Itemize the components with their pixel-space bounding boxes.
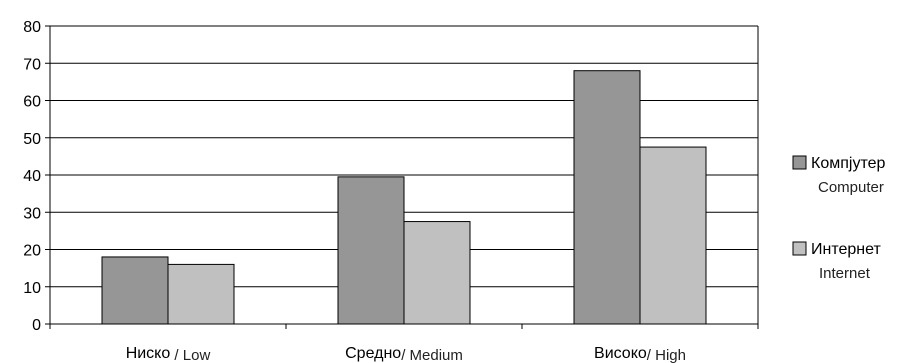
y-tick-label: 50 — [23, 131, 41, 148]
legend-swatch-computer — [792, 155, 807, 170]
x-category-label: Ниско / Low — [126, 345, 211, 363]
legend-sublabel-internet: Internet — [819, 265, 871, 282]
y-tick-label: 60 — [23, 94, 41, 111]
x-category-labels: Ниско / Low Средно/ Medium Високо/ High — [126, 345, 686, 363]
y-tick-label: 0 — [32, 317, 41, 334]
x-category-label-main: Високо — [594, 345, 647, 362]
legend-label-computer: Компјутер — [811, 155, 885, 172]
x-category-label: Средно/ Medium — [345, 345, 463, 363]
bar-internet-1 — [403, 221, 471, 325]
bar-internet-0 — [167, 263, 235, 325]
bar-computer-1 — [337, 176, 405, 325]
x-category-label: Високо/ High — [594, 345, 686, 363]
y-tick-label: 10 — [23, 280, 41, 297]
bar-internet-2 — [639, 146, 707, 325]
bars — [49, 70, 759, 329]
y-tick-label: 20 — [23, 243, 41, 260]
legend-swatch-internet — [792, 241, 807, 256]
x-category-label-sub: / Low — [170, 347, 210, 363]
y-tick-label: 30 — [23, 205, 41, 222]
y-tick-labels: 0 10 20 30 40 50 60 70 80 — [23, 19, 50, 334]
x-category-label-main: Средно — [345, 345, 401, 362]
legend-label-internet: Интернет — [811, 241, 881, 258]
y-tick-label: 40 — [23, 168, 41, 185]
x-category-label-sub: / Medium — [401, 347, 463, 363]
bar-computer-2 — [573, 70, 641, 325]
bar-computer-0 — [101, 256, 169, 325]
legend-sublabel-computer: Computer — [818, 179, 884, 196]
y-tick-label: 80 — [23, 19, 41, 36]
y-tick-label: 70 — [23, 56, 41, 73]
legend: Компјутер Computer Интернет Internet — [792, 155, 885, 282]
x-category-label-main: Ниско — [126, 345, 171, 362]
x-category-label-sub: / High — [647, 347, 686, 363]
